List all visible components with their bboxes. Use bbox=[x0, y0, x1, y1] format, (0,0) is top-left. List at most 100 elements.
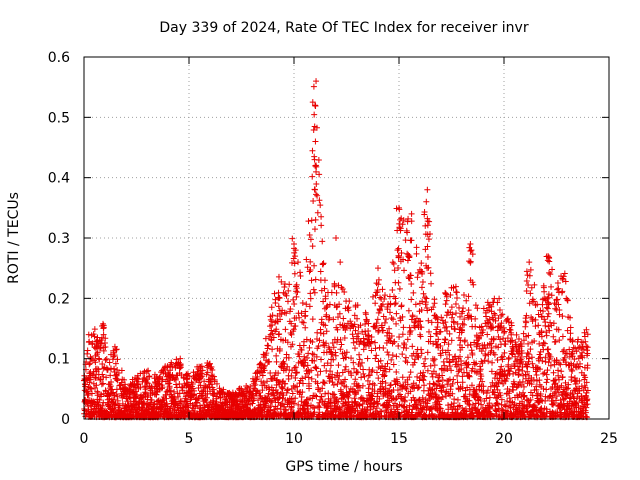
data-point bbox=[340, 315, 347, 322]
data-point bbox=[276, 345, 283, 352]
data-point bbox=[290, 382, 297, 389]
data-point bbox=[306, 303, 313, 310]
data-point bbox=[531, 281, 538, 288]
data-point bbox=[533, 372, 540, 379]
data-point bbox=[408, 316, 415, 323]
data-point bbox=[262, 335, 269, 342]
data-point bbox=[313, 78, 320, 85]
data-point bbox=[280, 392, 287, 399]
data-point bbox=[85, 391, 92, 398]
data-point bbox=[93, 382, 100, 389]
data-point bbox=[524, 349, 531, 356]
data-point bbox=[310, 83, 317, 90]
data-point bbox=[373, 320, 380, 327]
data-point bbox=[316, 404, 323, 411]
data-point bbox=[411, 359, 418, 366]
data-point bbox=[338, 341, 345, 348]
data-point bbox=[407, 388, 414, 395]
data-point bbox=[93, 338, 100, 345]
data-point bbox=[288, 395, 295, 402]
data-point bbox=[201, 384, 208, 391]
data-point bbox=[388, 332, 395, 339]
data-point bbox=[184, 398, 191, 405]
data-point bbox=[148, 383, 155, 390]
data-point bbox=[285, 354, 292, 361]
data-point bbox=[301, 353, 308, 360]
data-point bbox=[452, 301, 459, 308]
data-point bbox=[309, 395, 316, 402]
data-point bbox=[119, 400, 126, 407]
data-point bbox=[402, 384, 409, 391]
data-point bbox=[392, 300, 399, 307]
data-point bbox=[568, 373, 575, 380]
data-point bbox=[420, 290, 427, 297]
data-point bbox=[94, 389, 101, 396]
data-point bbox=[319, 261, 326, 268]
data-point bbox=[441, 336, 448, 343]
data-point bbox=[413, 250, 420, 257]
data-point bbox=[352, 376, 359, 383]
data-point bbox=[208, 372, 215, 379]
data-point bbox=[322, 398, 329, 405]
data-point bbox=[340, 394, 347, 401]
data-point bbox=[423, 198, 430, 205]
data-point bbox=[427, 362, 434, 369]
data-point bbox=[536, 351, 543, 358]
data-point bbox=[294, 289, 301, 296]
data-point bbox=[269, 375, 276, 382]
data-point bbox=[413, 244, 420, 251]
data-point bbox=[279, 395, 286, 402]
data-point bbox=[337, 336, 344, 343]
data-point bbox=[364, 377, 371, 384]
data-point bbox=[559, 333, 566, 340]
data-point bbox=[95, 366, 102, 373]
data-point bbox=[304, 264, 311, 271]
data-point bbox=[448, 367, 455, 374]
data-point bbox=[118, 367, 125, 374]
data-point bbox=[271, 290, 278, 297]
data-point bbox=[406, 402, 413, 409]
data-point bbox=[454, 396, 461, 403]
data-point bbox=[569, 367, 576, 374]
data-point bbox=[403, 386, 410, 393]
data-point bbox=[294, 259, 301, 266]
data-point bbox=[546, 327, 553, 334]
data-point bbox=[540, 370, 547, 377]
data-point bbox=[454, 379, 461, 386]
data-point bbox=[337, 346, 344, 353]
data-point bbox=[341, 335, 348, 342]
data-point bbox=[99, 402, 106, 409]
data-point bbox=[90, 380, 97, 387]
data-point bbox=[388, 356, 395, 363]
data-point bbox=[318, 356, 325, 363]
data-point bbox=[564, 327, 571, 334]
data-point bbox=[393, 353, 400, 360]
data-point bbox=[281, 361, 288, 368]
data-point bbox=[375, 401, 382, 408]
data-point bbox=[312, 363, 319, 370]
data-point bbox=[171, 398, 178, 405]
data-point bbox=[108, 378, 115, 385]
data-point bbox=[284, 339, 291, 346]
data-point bbox=[209, 397, 216, 404]
data-point bbox=[282, 380, 289, 387]
data-point bbox=[440, 358, 447, 365]
data-point bbox=[308, 277, 315, 284]
data-point bbox=[386, 399, 393, 406]
data-point bbox=[298, 394, 305, 401]
data-point bbox=[391, 301, 398, 308]
data-point bbox=[106, 359, 113, 366]
data-point bbox=[423, 295, 430, 302]
data-point bbox=[264, 378, 271, 385]
data-point bbox=[299, 300, 306, 307]
data-point bbox=[307, 295, 314, 302]
data-point bbox=[191, 407, 198, 414]
data-point bbox=[352, 398, 359, 405]
data-point bbox=[372, 300, 379, 307]
data-point bbox=[113, 390, 120, 397]
data-point bbox=[306, 231, 313, 238]
data-point bbox=[367, 406, 374, 413]
data-point bbox=[472, 302, 479, 309]
data-point bbox=[167, 387, 174, 394]
data-point bbox=[290, 326, 297, 333]
